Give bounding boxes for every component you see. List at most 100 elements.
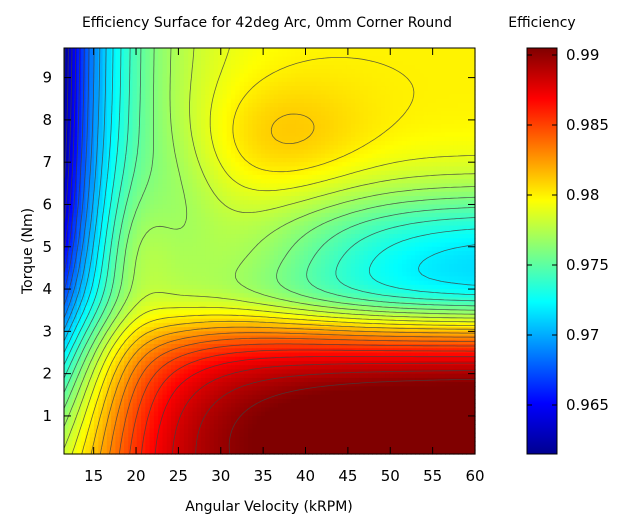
heatmap-cell	[410, 77, 416, 83]
heatmap-cell	[436, 208, 442, 214]
heatmap-cell	[248, 174, 253, 180]
heatmap-cell	[196, 52, 202, 58]
heatmap-cell	[427, 60, 433, 66]
heatmap-cell	[213, 153, 219, 159]
heatmap-cell	[81, 242, 87, 248]
heatmap-cell	[252, 200, 258, 206]
heatmap-cell	[209, 145, 215, 151]
heatmap-cell	[432, 225, 438, 231]
heatmap-cell	[123, 60, 129, 66]
heatmap-cell	[308, 191, 313, 197]
heatmap-cell	[260, 255, 266, 261]
heatmap-cell	[111, 153, 116, 159]
heatmap-cell	[419, 124, 425, 129]
heatmap-cell	[303, 73, 309, 79]
heatmap-cell	[179, 90, 185, 96]
heatmap-cell	[320, 251, 326, 256]
heatmap-cell	[235, 174, 241, 180]
heatmap-cell	[149, 212, 155, 218]
heatmap-cell	[145, 200, 151, 206]
heatmap-cell	[179, 179, 185, 184]
heatmap-cell	[385, 246, 390, 252]
heatmap-cell	[436, 86, 442, 91]
heatmap-cell	[179, 94, 185, 100]
heatmap-cell	[171, 157, 176, 163]
heatmap-cell	[256, 115, 262, 121]
heatmap-cell	[123, 187, 129, 193]
heatmap-cell	[183, 64, 189, 70]
heatmap-cell	[367, 157, 373, 163]
heatmap-cell	[397, 107, 403, 113]
heatmap-cell	[402, 77, 408, 83]
heatmap-cell	[393, 111, 399, 117]
heatmap-cell	[128, 221, 134, 227]
heatmap-cell	[312, 69, 318, 74]
heatmap-cell	[295, 259, 301, 265]
heatmap-cell	[376, 217, 382, 222]
heatmap-cell	[290, 48, 296, 53]
heatmap-cell	[320, 246, 326, 252]
heatmap-cell	[149, 115, 155, 121]
heatmap-cell	[402, 225, 408, 231]
heatmap-cell	[132, 246, 138, 252]
heatmap-cell	[205, 149, 211, 155]
heatmap-cell	[432, 102, 438, 108]
heatmap-cell	[329, 251, 335, 256]
heatmap-cell	[415, 242, 420, 248]
heatmap-cell	[106, 225, 112, 231]
heatmap-cell	[419, 183, 425, 189]
heatmap-cell	[406, 69, 412, 74]
heatmap-cell	[128, 238, 134, 244]
heatmap-cell	[449, 111, 455, 117]
heatmap-cell	[273, 234, 279, 239]
heatmap-cell	[218, 259, 224, 265]
heatmap-cell	[218, 212, 224, 218]
heatmap-cell	[218, 263, 224, 269]
heatmap-cell	[338, 170, 343, 176]
heatmap-cell	[363, 157, 369, 163]
heatmap-cell	[466, 56, 472, 62]
heatmap-cell	[218, 111, 224, 117]
heatmap-cell	[278, 174, 283, 180]
heatmap-cell	[290, 77, 296, 83]
heatmap-cell	[158, 234, 164, 239]
heatmap-cell	[410, 238, 416, 244]
heatmap-cell	[445, 263, 450, 269]
heatmap-cell	[72, 217, 78, 222]
heatmap-cell	[175, 204, 181, 210]
heatmap-cell	[393, 242, 399, 248]
heatmap-cell	[406, 238, 412, 244]
heatmap-cell	[278, 234, 283, 239]
heatmap-cell	[89, 149, 95, 155]
heatmap-cell	[303, 115, 309, 121]
heatmap-cell	[449, 149, 455, 155]
heatmap-cell	[415, 107, 420, 113]
heatmap-cell	[338, 217, 343, 222]
heatmap-cell	[85, 81, 91, 87]
heatmap-cell	[453, 136, 459, 142]
heatmap-cell	[72, 115, 78, 121]
heatmap-cell	[427, 196, 433, 201]
heatmap-cell	[295, 221, 301, 227]
heatmap-cell	[423, 90, 429, 96]
heatmap-cell	[427, 73, 433, 79]
heatmap-cell	[201, 234, 206, 239]
heatmap-cell	[453, 52, 459, 58]
heatmap-cell	[299, 98, 305, 104]
heatmap-cell	[196, 56, 202, 62]
heatmap-cell	[273, 255, 279, 261]
heatmap-cell	[329, 107, 335, 113]
heatmap-cell	[282, 94, 288, 100]
heatmap-cell	[427, 124, 433, 129]
heatmap-cell	[282, 81, 288, 87]
heatmap-cell	[346, 212, 352, 218]
heatmap-cell	[338, 212, 343, 218]
heatmap-cell	[303, 217, 309, 222]
heatmap-cell	[93, 102, 99, 108]
heatmap-cell	[419, 52, 425, 58]
heatmap-cell	[457, 52, 463, 58]
heatmap-cell	[470, 107, 476, 113]
heatmap-cell	[158, 115, 164, 121]
heatmap-cell	[115, 251, 121, 256]
heatmap-cell	[128, 187, 134, 193]
